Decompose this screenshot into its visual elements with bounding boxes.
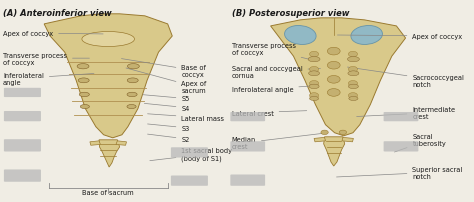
Circle shape xyxy=(80,105,90,109)
Circle shape xyxy=(308,57,320,62)
Circle shape xyxy=(309,85,319,89)
FancyBboxPatch shape xyxy=(383,142,419,152)
Text: Lateral mass: Lateral mass xyxy=(147,114,224,121)
Ellipse shape xyxy=(328,76,340,84)
Text: Intermediate
crest: Intermediate crest xyxy=(356,107,456,120)
FancyBboxPatch shape xyxy=(4,112,41,122)
Text: S5: S5 xyxy=(143,95,190,102)
Text: Sacrococcygeal
notch: Sacrococcygeal notch xyxy=(347,68,465,87)
Circle shape xyxy=(128,64,139,69)
Text: S3: S3 xyxy=(147,124,190,131)
Ellipse shape xyxy=(310,52,319,58)
Circle shape xyxy=(349,97,358,101)
Polygon shape xyxy=(116,141,127,145)
Text: Apex of coccyx: Apex of coccyx xyxy=(3,31,103,37)
FancyBboxPatch shape xyxy=(383,113,419,122)
Circle shape xyxy=(310,97,319,101)
Ellipse shape xyxy=(348,93,357,99)
Text: Sacral and coccygeal
cornua: Sacral and coccygeal cornua xyxy=(232,65,320,78)
Text: Base of
coccyx: Base of coccyx xyxy=(121,59,206,77)
FancyBboxPatch shape xyxy=(171,176,208,186)
Ellipse shape xyxy=(82,32,135,47)
Ellipse shape xyxy=(339,130,346,135)
Text: Apex of
sacrum: Apex of sacrum xyxy=(126,69,207,93)
Text: Inferolateral angle: Inferolateral angle xyxy=(232,86,317,93)
Ellipse shape xyxy=(328,89,340,97)
Polygon shape xyxy=(342,138,354,142)
Text: (A) Anteroinferior view: (A) Anteroinferior view xyxy=(3,9,112,18)
Polygon shape xyxy=(314,138,326,142)
Text: Lateral crest: Lateral crest xyxy=(232,110,307,116)
Ellipse shape xyxy=(284,26,316,45)
Ellipse shape xyxy=(328,48,340,56)
Text: Apex of coccyx: Apex of coccyx xyxy=(337,34,463,40)
Ellipse shape xyxy=(310,93,319,99)
Circle shape xyxy=(309,72,319,76)
Text: (B) Posterosuperior view: (B) Posterosuperior view xyxy=(232,9,349,18)
FancyBboxPatch shape xyxy=(4,88,41,98)
Circle shape xyxy=(348,85,358,89)
Polygon shape xyxy=(324,137,345,166)
Text: Sacral
tuberosity: Sacral tuberosity xyxy=(394,134,446,152)
Ellipse shape xyxy=(348,52,357,58)
Text: Transverse process
of coccyx: Transverse process of coccyx xyxy=(232,42,316,62)
Ellipse shape xyxy=(351,26,383,45)
FancyBboxPatch shape xyxy=(230,142,265,152)
Ellipse shape xyxy=(348,81,357,87)
Text: Base of sacrum: Base of sacrum xyxy=(82,189,134,195)
Text: Superior sacral
notch: Superior sacral notch xyxy=(337,166,463,179)
Circle shape xyxy=(127,79,138,83)
Polygon shape xyxy=(271,19,406,136)
Ellipse shape xyxy=(348,67,357,73)
Circle shape xyxy=(348,72,359,76)
Circle shape xyxy=(79,93,90,97)
Text: S2: S2 xyxy=(147,135,190,142)
FancyBboxPatch shape xyxy=(230,113,265,122)
Polygon shape xyxy=(99,140,119,167)
FancyBboxPatch shape xyxy=(4,140,41,152)
Circle shape xyxy=(78,79,89,83)
Polygon shape xyxy=(90,141,100,145)
Text: S4: S4 xyxy=(145,104,190,111)
Polygon shape xyxy=(44,15,172,138)
Circle shape xyxy=(127,105,136,109)
Ellipse shape xyxy=(310,67,319,73)
FancyBboxPatch shape xyxy=(230,175,265,186)
Text: Inferolateral
angle: Inferolateral angle xyxy=(3,73,94,85)
Circle shape xyxy=(127,93,137,97)
FancyBboxPatch shape xyxy=(171,147,208,158)
Text: Median
crest: Median crest xyxy=(232,134,325,150)
Circle shape xyxy=(347,57,359,62)
Text: Transverse process
of coccyx: Transverse process of coccyx xyxy=(3,52,90,65)
Text: 1st sacral body
(body of S1): 1st sacral body (body of S1) xyxy=(150,147,232,161)
FancyBboxPatch shape xyxy=(4,170,41,182)
Circle shape xyxy=(77,64,89,69)
Ellipse shape xyxy=(321,130,328,135)
Ellipse shape xyxy=(310,81,319,87)
Ellipse shape xyxy=(328,62,340,70)
